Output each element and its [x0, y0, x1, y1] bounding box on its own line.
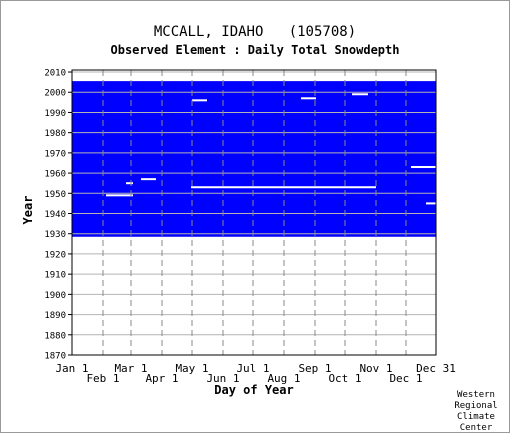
y-axis-label: Year [21, 196, 35, 225]
missing-data-segment [192, 99, 207, 102]
y-tick-label: 1880 [44, 331, 66, 341]
x-tick-label: Aug 1 [267, 372, 300, 385]
x-tick-label: Jul 1 [236, 362, 269, 375]
y-tick-label: 1990 [44, 109, 66, 119]
missing-data-segment [411, 166, 436, 169]
credit-line: Climate [457, 412, 495, 422]
missing-data-segment [141, 178, 156, 181]
y-tick-label: 1900 [44, 291, 66, 301]
observed-data-block [72, 81, 436, 237]
x-tick-label: Nov 1 [359, 362, 392, 375]
x-tick-label: Apr 1 [145, 372, 178, 385]
y-tick-label: 1980 [44, 129, 66, 139]
plot-border [71, 69, 437, 356]
missing-data-segment [301, 97, 316, 100]
y-tick-label: 1920 [44, 250, 66, 260]
y-tick-label: 1910 [44, 271, 66, 281]
x-tick-label: Jan 1 [55, 362, 88, 375]
y-tick-label: 1890 [44, 311, 66, 321]
missing-data-segment [106, 194, 133, 197]
x-axis-label: Day of Year [214, 383, 293, 397]
y-tick-label: 2010 [44, 69, 66, 79]
x-tick-label: Sep 1 [298, 362, 331, 375]
x-tick-label: Jun 1 [206, 372, 239, 385]
y-tick-label: 1930 [44, 230, 66, 240]
y-tick-label: 1870 [44, 352, 66, 362]
wrcc-credit: Western Regional Climate Center [448, 390, 504, 434]
x-tick-label: Mar 1 [114, 362, 147, 375]
missing-data-segment [426, 202, 436, 205]
missing-data-segment [352, 93, 368, 96]
missing-data-segment [126, 182, 133, 185]
y-tick-label: 1950 [44, 190, 66, 200]
credit-line: Regional [454, 401, 498, 411]
y-tick-label: 1970 [44, 149, 66, 159]
y-tick-label: 1960 [44, 170, 66, 180]
grid-layer [71, 69, 437, 356]
x-tick-label: Dec 1 [389, 372, 422, 385]
x-tick-label: Feb 1 [86, 372, 119, 385]
x-tick-label: Oct 1 [328, 372, 361, 385]
x-tick-label: May 1 [175, 362, 208, 375]
snowdepth-data-layer [72, 81, 436, 237]
tick-label-layer: 1870 1880 1890 1900 1910 1920 1930 1940 1950 1960… [44, 69, 456, 385]
credit-line: Western [457, 390, 495, 400]
x-tick-label: Dec 31 [416, 362, 456, 375]
chart-subtitle: Observed Element : Daily Total Snowdepth [110, 43, 400, 57]
missing-data-segment [191, 186, 376, 189]
y-tick-label: 2000 [44, 89, 66, 99]
chart-title: MCCALL, IDAHO (105708) [153, 24, 357, 40]
credit-line: Center [459, 423, 493, 433]
y-tick-label: 1940 [44, 210, 66, 220]
